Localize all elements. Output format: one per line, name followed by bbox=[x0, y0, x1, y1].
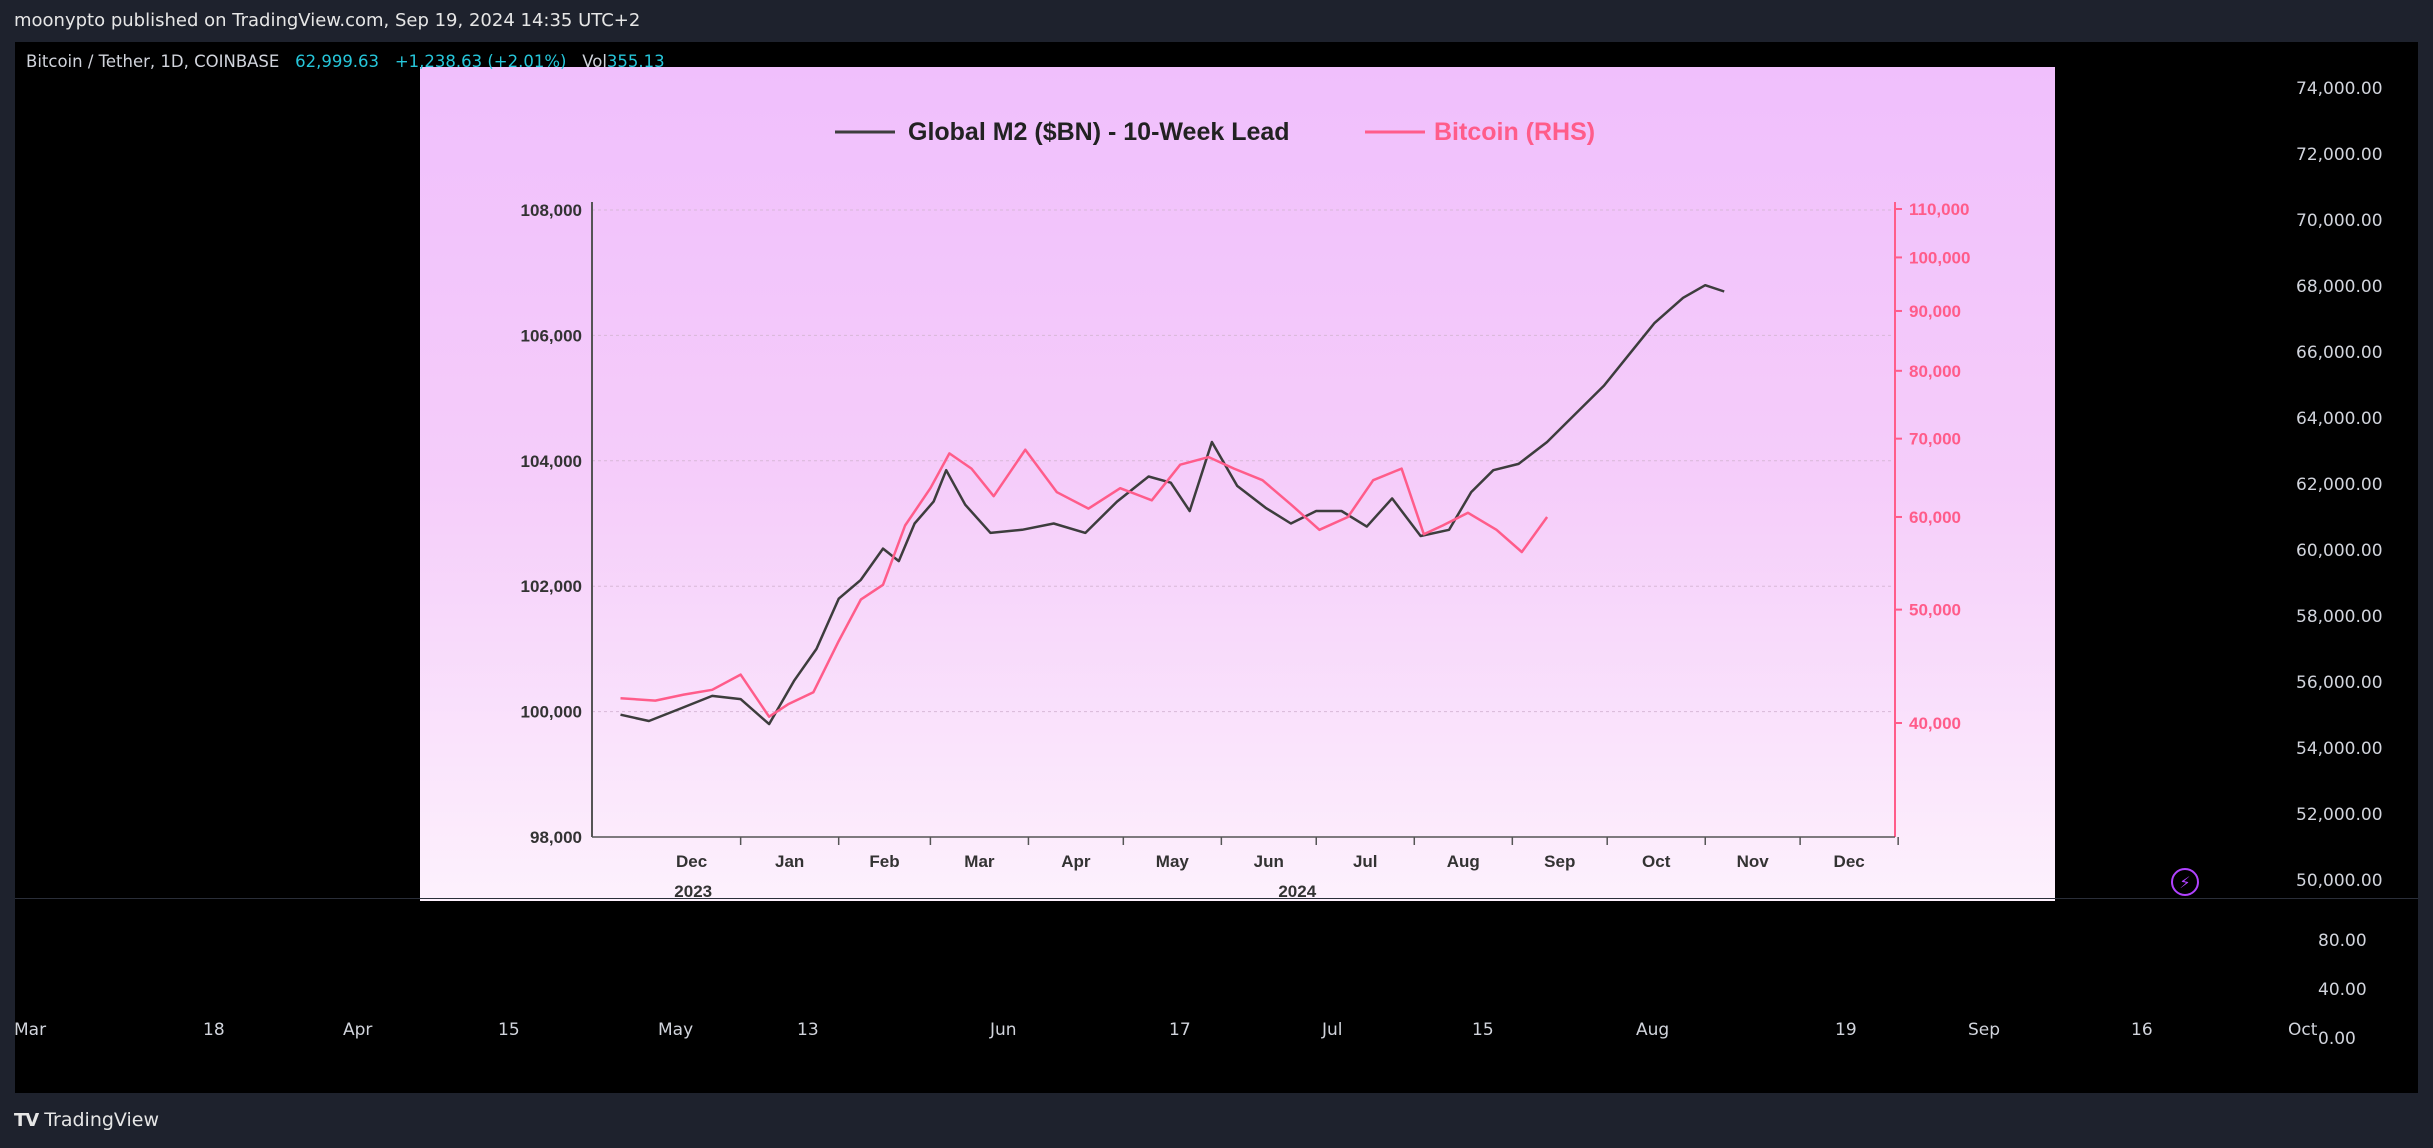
price-axis-label: 50,000.00 bbox=[2296, 871, 2383, 891]
x-axis-month-label: May bbox=[1156, 852, 1190, 871]
time-axis-label: 17 bbox=[1169, 1020, 1191, 1040]
left-axis-tick-label: 102,000 bbox=[521, 577, 582, 596]
tradingview-logo-icon: TV bbox=[14, 1109, 39, 1131]
time-axis-label: May bbox=[658, 1020, 694, 1040]
x-axis-month-label: Sep bbox=[1544, 852, 1575, 871]
time-axis-label: Jun bbox=[990, 1020, 1017, 1040]
time-axis-label: 18 bbox=[203, 1020, 225, 1040]
time-axis-label: 19 bbox=[1835, 1020, 1857, 1040]
x-axis-month-label: Nov bbox=[1737, 852, 1770, 871]
price-axis-label: 66,000.00 bbox=[2296, 343, 2383, 363]
footer-brand[interactable]: TV TradingView bbox=[14, 1109, 159, 1131]
volume-value: 355.13 bbox=[606, 52, 665, 71]
left-axis-tick-label: 98,000 bbox=[530, 828, 582, 847]
series-line-bitcoin bbox=[620, 448, 1549, 718]
time-axis-label: 16 bbox=[2131, 1020, 2153, 1040]
price-axis-label: 70,000.00 bbox=[2296, 211, 2383, 231]
x-axis-month-label: Jun bbox=[1254, 852, 1284, 871]
embedded-chart-svg: 108,000 106,000 104,000 102,000 100,000 98,00… bbox=[521, 118, 1971, 901]
right-axis-tick-label: 80,000 bbox=[1909, 362, 1961, 381]
right-axis-tick-label: 50,000 bbox=[1909, 601, 1961, 620]
ticker-line[interactable]: Bitcoin / Tether, 1D, COINBASE 62,999.63… bbox=[26, 52, 665, 71]
symbol-label[interactable]: Bitcoin / Tether, 1D, COINBASE bbox=[26, 52, 280, 71]
right-axis-tick-label: 100,000 bbox=[1909, 248, 1970, 267]
price-axis-label: 56,000.00 bbox=[2296, 673, 2383, 693]
volume-label: Vol bbox=[582, 52, 607, 71]
right-axis-tick-label: 90,000 bbox=[1909, 302, 1961, 321]
right-axis-tick-label: 110,000 bbox=[1909, 200, 1970, 219]
price-axis-label: 60,000.00 bbox=[2296, 541, 2383, 561]
time-axis-label: Sep bbox=[1968, 1020, 2001, 1040]
right-axis-tick-label: 40,000 bbox=[1909, 714, 1961, 733]
left-axis-tick-label: 100,000 bbox=[521, 703, 582, 722]
series-line-global-m2 bbox=[620, 283, 1725, 726]
legend-label-bitcoin: Bitcoin (RHS) bbox=[1434, 118, 1595, 146]
time-axis-label: 15 bbox=[1472, 1020, 1494, 1040]
time-axis-label: Oct bbox=[2288, 1020, 2318, 1040]
x-axis-month-label: Apr bbox=[1061, 852, 1091, 871]
time-axis-label: Mar bbox=[14, 1020, 47, 1040]
left-axis-tick-label: 104,000 bbox=[521, 452, 582, 471]
price-axis-label: 52,000.00 bbox=[2296, 805, 2383, 825]
x-axis-month-label: Oct bbox=[1642, 852, 1671, 871]
x-axis-year-label: 2023 bbox=[674, 882, 712, 901]
embedded-chart-image: 108,000 106,000 104,000 102,000 100,000 98,00… bbox=[420, 67, 2055, 901]
x-axis-month-label: Jul bbox=[1353, 852, 1378, 871]
x-axis-year-label: 2024 bbox=[1278, 882, 1316, 901]
right-axis-tick-label: 60,000 bbox=[1909, 508, 1961, 527]
volume-axis-label: 0.00 bbox=[2318, 1029, 2356, 1049]
time-axis-label: 15 bbox=[498, 1020, 520, 1040]
price-change: +1,238.63 (+2.01%) bbox=[394, 52, 567, 71]
x-axis-month-label: Mar bbox=[964, 852, 995, 871]
volume-axis-label: 40.00 bbox=[2318, 980, 2367, 1000]
time-axis-label: Apr bbox=[343, 1020, 373, 1040]
time-axis-label: 13 bbox=[797, 1020, 819, 1040]
price-axis-label: 54,000.00 bbox=[2296, 739, 2383, 759]
volume-axis-label: 80.00 bbox=[2318, 931, 2367, 951]
time-axis-label: Aug bbox=[1636, 1020, 1670, 1040]
right-axis-tick-label: 70,000 bbox=[1909, 430, 1961, 449]
price-axis-label: 74,000.00 bbox=[2296, 79, 2383, 99]
legend-label-global-m2: Global M2 ($BN) - 10-Week Lead bbox=[908, 118, 1290, 146]
left-axis-tick-label: 108,000 bbox=[521, 201, 582, 220]
brand-name: TradingView bbox=[44, 1109, 160, 1131]
x-axis-month-label: Dec bbox=[1834, 852, 1865, 871]
last-price: 62,999.63 bbox=[295, 52, 380, 71]
price-axis-label: 62,000.00 bbox=[2296, 475, 2383, 495]
x-axis-month-label: Aug bbox=[1447, 852, 1480, 871]
price-axis-label: 68,000.00 bbox=[2296, 277, 2383, 297]
time-axis-label: Jul bbox=[1322, 1020, 1343, 1040]
x-axis-month-label: Feb bbox=[869, 852, 899, 871]
lightning-icon[interactable]: ⚡ bbox=[2171, 868, 2199, 896]
left-axis-tick-label: 106,000 bbox=[521, 326, 582, 345]
price-axis-label: 64,000.00 bbox=[2296, 409, 2383, 429]
price-axis-label: 72,000.00 bbox=[2296, 145, 2383, 165]
x-axis-month-label: Dec bbox=[676, 852, 707, 871]
pane-divider[interactable] bbox=[15, 898, 2418, 899]
chart-area[interactable]: Bitcoin / Tether, 1D, COINBASE 62,999.63… bbox=[15, 42, 2418, 1093]
published-header: moonypto published on TradingView.com, S… bbox=[14, 10, 641, 31]
x-axis-month-label: Jan bbox=[775, 852, 804, 871]
price-axis-label: 58,000.00 bbox=[2296, 607, 2383, 627]
